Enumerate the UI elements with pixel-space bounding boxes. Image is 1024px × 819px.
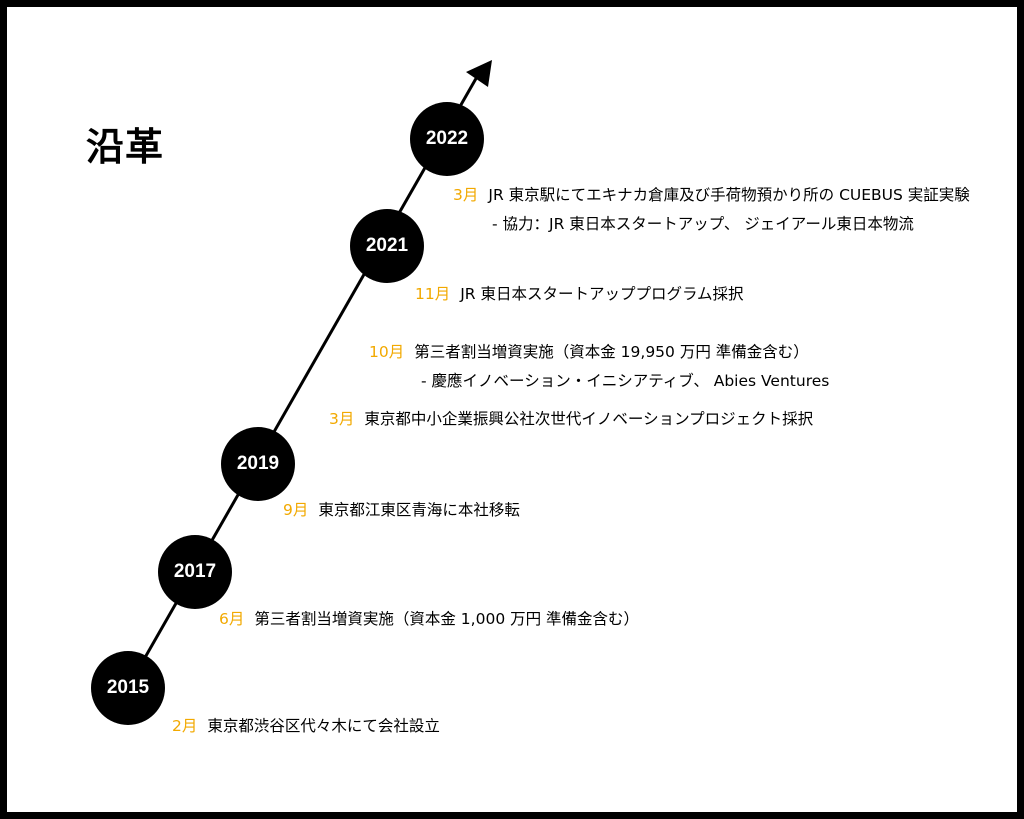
event-text: JR 東京駅にてエキナカ倉庫及び手荷物預かり所の CUEBUS 実証実験 bbox=[488, 186, 970, 204]
event-month: 11月 bbox=[415, 285, 451, 303]
event-2022-03: 3月 JR 東京駅にてエキナカ倉庫及び手荷物預かり所の CUEBUS 実証実験 bbox=[453, 186, 970, 204]
year-label: 2015 bbox=[106, 677, 150, 698]
year-label: 2019 bbox=[236, 453, 280, 474]
event-2019-09: 9月 東京都江東区青海に本社移転 bbox=[283, 501, 520, 519]
year-label: 2021 bbox=[365, 235, 409, 256]
timeline-frame bbox=[7, 7, 1017, 812]
event-month: 2月 bbox=[172, 717, 198, 735]
year-node-2015: 2015 bbox=[91, 651, 165, 725]
timeline-arrow-icon bbox=[466, 60, 492, 87]
event-2020-10-sub: - 慶應イノベーション・イニシアティブ、 Abies Ventures bbox=[421, 372, 830, 390]
event-text: 第三者割当増資実施（資本金 19,950 万円 準備金含む） bbox=[414, 343, 809, 361]
event-text: 東京都渋谷区代々木にて会社設立 bbox=[207, 717, 440, 735]
event-2020-10: 10月 第三者割当増資実施（資本金 19,950 万円 準備金含む） bbox=[369, 343, 809, 361]
event-2017-06: 6月 第三者割当増資実施（資本金 1,000 万円 準備金含む） bbox=[219, 610, 640, 628]
event-2020-03: 3月 東京都中小企業振興公社次世代イノベーションプロジェクト採択 bbox=[329, 410, 814, 428]
event-2022-03-sub: - 協力：JR 東日本スタートアップ、 ジェイアール東日本物流 bbox=[492, 215, 914, 233]
year-label: 2022 bbox=[425, 128, 469, 149]
event-2021-11: 11月 JR 東日本スタートアッププログラム採択 bbox=[415, 285, 744, 303]
year-node-2022: 2022 bbox=[410, 102, 484, 176]
event-month: 3月 bbox=[329, 410, 355, 428]
event-month: 3月 bbox=[453, 186, 479, 204]
page-title: 沿革 bbox=[86, 125, 165, 169]
event-month: 10月 bbox=[369, 343, 405, 361]
event-month: 6月 bbox=[219, 610, 245, 628]
event-text: 東京都江東区青海に本社移転 bbox=[318, 501, 520, 519]
event-text: 東京都中小企業振興公社次世代イノベーションプロジェクト採択 bbox=[364, 410, 814, 428]
event-text: JR 東日本スタートアッププログラム採択 bbox=[460, 285, 744, 303]
year-label: 2017 bbox=[173, 561, 217, 582]
year-node-2017: 2017 bbox=[158, 535, 232, 609]
year-node-2021: 2021 bbox=[350, 209, 424, 283]
event-text: 第三者割当増資実施（資本金 1,000 万円 準備金含む） bbox=[254, 610, 640, 628]
event-month: 9月 bbox=[283, 501, 309, 519]
event-2015-02: 2月 東京都渋谷区代々木にて会社設立 bbox=[172, 717, 440, 735]
year-node-2019: 2019 bbox=[221, 427, 295, 501]
